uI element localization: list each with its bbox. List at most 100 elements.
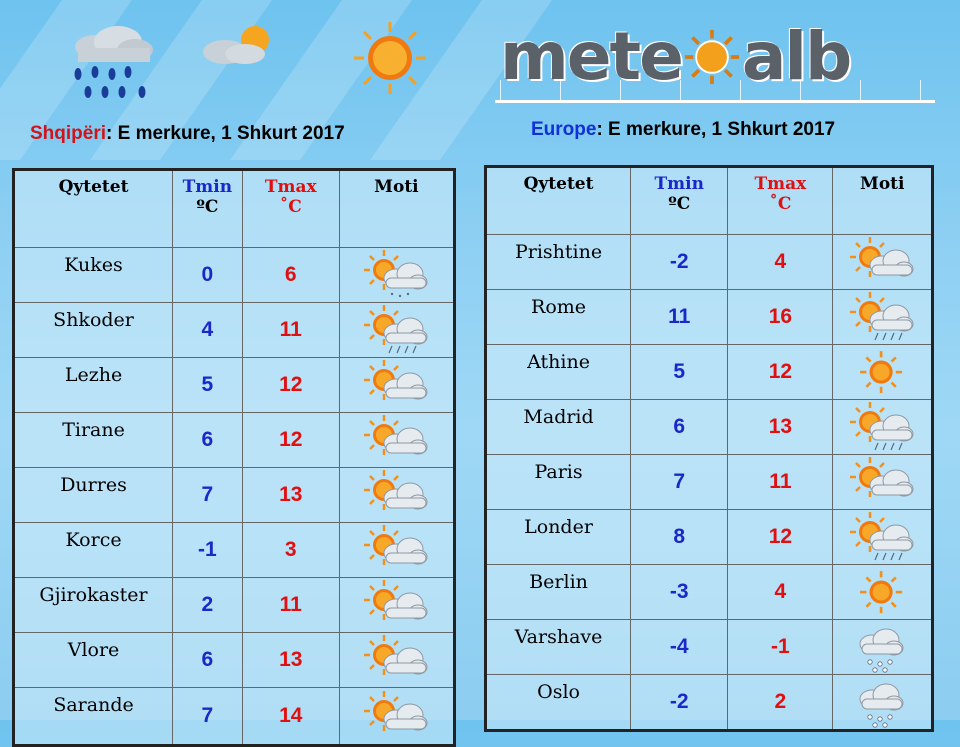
sun-cloud-rain-icon [364, 305, 428, 354]
europe-label: Europe [531, 119, 597, 140]
table-row: Shkoder 4 11 [12, 302, 456, 358]
weather-cell [338, 247, 456, 303]
sun-cloud-icon [364, 580, 428, 620]
city-name: Paris [484, 454, 632, 510]
sun-cloud-rain-icon [850, 402, 914, 451]
tmax-value: 12 [241, 412, 340, 468]
tmin-value: 11 [630, 289, 729, 345]
albania-subtitle: Shqipëri: E merkure, 1 Shkurt 2017 [30, 123, 345, 145]
weather-cell [338, 577, 456, 633]
table-row: Lezhe 5 12 [12, 357, 456, 413]
city-name: Tirane [12, 412, 174, 468]
table-row: Londer 8 12 [484, 509, 933, 565]
sun-cloud-icon [364, 360, 428, 400]
city-name: Madrid [484, 399, 632, 455]
table-row: Sarande 7 14 [12, 687, 456, 746]
weather-cell [338, 302, 456, 358]
city-name: Londer [484, 509, 632, 565]
weather-cell [338, 632, 456, 688]
tmin-value: 4 [172, 302, 243, 358]
city-name: Prishtine [484, 234, 632, 290]
tmax-value: -1 [727, 619, 834, 675]
sun-cloud-icon [850, 457, 914, 497]
table-header-row: Qytetet Tmin ºC Tmax ˚C Moti [12, 169, 456, 248]
city-name: Durres [12, 467, 174, 523]
city-name: Athine [484, 344, 632, 400]
sun-cloud-icon [364, 415, 428, 455]
table-row: Paris 7 11 [484, 454, 933, 510]
tmax-value: 13 [241, 467, 340, 523]
tmax-value: 2 [727, 674, 834, 731]
europe-subtitle: Europe: E merkure, 1 Shkurt 2017 [531, 119, 835, 141]
weather-cell [832, 619, 933, 675]
tmax-value: 11 [241, 302, 340, 358]
city-name: Sarande [12, 687, 174, 746]
tmax-value: 11 [727, 454, 834, 510]
table-row: Rome 11 16 [484, 289, 933, 345]
table-row: Varshave -4 -1 [484, 619, 933, 675]
table-row: Madrid 6 13 [484, 399, 933, 455]
weather-cell [832, 234, 933, 290]
tmin-value: 6 [630, 399, 729, 455]
weather-cell [832, 564, 933, 620]
europe-weather-table: Qytetet Tmin ºC Tmax ˚C Moti Prishtine -2 4 R… [484, 165, 934, 732]
tmax-value: 13 [241, 632, 340, 688]
sun-cloud-icon [364, 525, 428, 565]
tmin-value: 8 [630, 509, 729, 565]
city-name: Shkoder [12, 302, 174, 358]
tmax-value: 4 [727, 234, 834, 290]
city-name: Korce [12, 522, 174, 578]
tmin-value: 0 [172, 247, 243, 303]
weather-cell [832, 344, 933, 400]
table-row: Korce -1 3 [12, 522, 456, 578]
sun-header-icon [354, 22, 426, 94]
header-weather: Moti [832, 166, 933, 235]
table-row: Durres 7 13 [12, 467, 456, 523]
tmin-value: -3 [630, 564, 729, 620]
header-tmin: Tmin ºC [630, 166, 729, 235]
cloud-snow-icon [859, 628, 904, 673]
weather-cell [338, 467, 456, 523]
header-weather: Moti [338, 169, 456, 248]
tmax-value: 6 [241, 247, 340, 303]
city-name: Kukes [12, 247, 174, 303]
tmax-value: 12 [727, 509, 834, 565]
sun-cloud-rain-icon [850, 512, 914, 561]
city-name: Vlore [12, 632, 174, 688]
weather-cell [832, 289, 933, 345]
albania-label: Shqipëri [30, 123, 107, 144]
table-row: Gjirokaster 2 11 [12, 577, 456, 633]
weather-cell [338, 412, 456, 468]
table-row: Berlin -3 4 [484, 564, 933, 620]
sun-icon [860, 351, 903, 394]
weather-cell [338, 522, 456, 578]
albania-weather-table: Qytetet Tmin ºC Tmax ˚C Moti Kukes 0 6 Shkode… [12, 168, 456, 747]
rain-cloud-icon [74, 26, 153, 98]
tmax-value: 11 [241, 577, 340, 633]
logo-sun-icon [684, 29, 739, 85]
tmax-value: 12 [241, 357, 340, 413]
table-header-row: Qytetet Tmin ºC Tmax ˚C Moti [484, 166, 933, 235]
table-row: Prishtine -2 4 [484, 234, 933, 290]
tmax-value: 3 [241, 522, 340, 578]
sun-cloud-icon [364, 635, 428, 675]
sun-cloud-icon [364, 691, 428, 731]
tmin-value: -4 [630, 619, 729, 675]
city-name: Gjirokaster [12, 577, 174, 633]
tmax-value: 13 [727, 399, 834, 455]
sun-cloud-snow-icon [364, 250, 428, 298]
header-tmax: Tmax ˚C [241, 169, 340, 248]
europe-date: : E merkure, 1 Shkurt 2017 [596, 119, 836, 140]
header-tmin: Tmin ºC [172, 169, 243, 248]
header-city: Qytetet [12, 169, 174, 248]
tmin-value: 7 [630, 454, 729, 510]
tmax-value: 12 [727, 344, 834, 400]
weather-cell [338, 687, 456, 746]
tmin-value: 5 [630, 344, 729, 400]
tmax-value: 4 [727, 564, 834, 620]
sun-cloud-header-icon [203, 26, 269, 64]
tmin-value: -2 [630, 234, 729, 290]
header-divider [495, 100, 935, 103]
sun-cloud-rain-icon [850, 292, 914, 341]
logo-text-left: mete [500, 18, 684, 95]
